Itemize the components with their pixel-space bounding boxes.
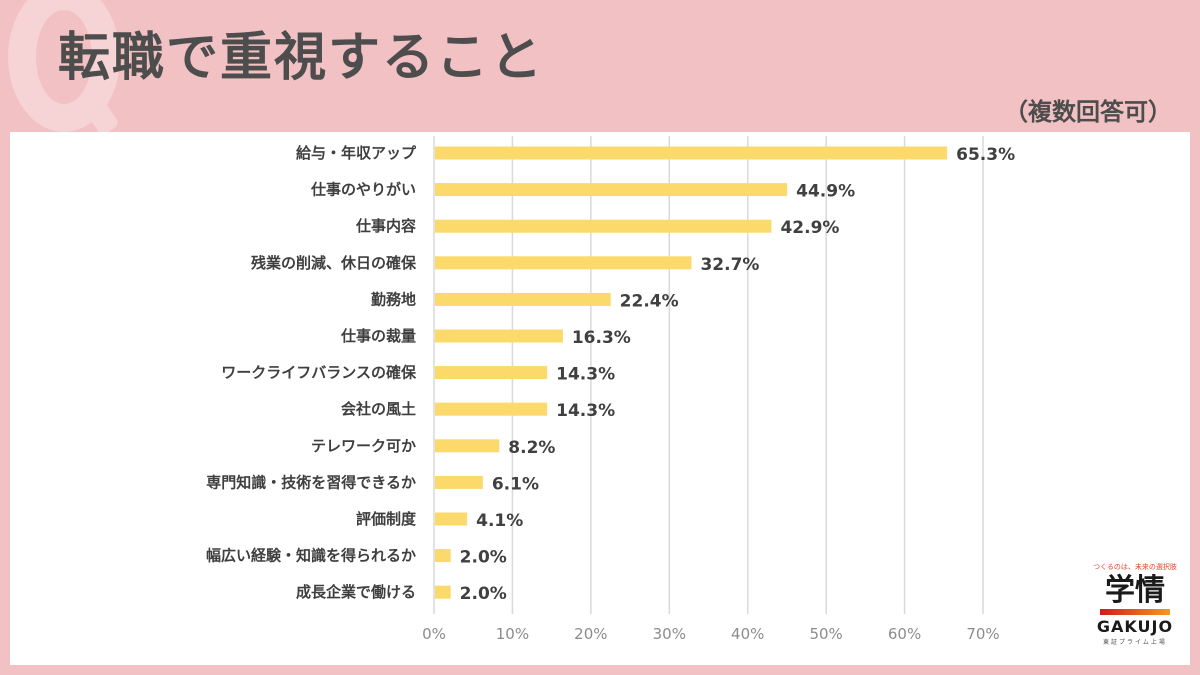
logo-name-en: GAKUJO [1096, 617, 1174, 636]
data-label: 65.3% [956, 145, 1015, 165]
x-tick-label: 0% [422, 625, 446, 643]
x-tick-label: 70% [966, 625, 999, 643]
bar [435, 366, 548, 380]
category-labels: 給与・年収アップ仕事のやりがい仕事内容残業の削減、休日の確保勤務地仕事の裁量ワー… [206, 144, 417, 601]
data-label: 14.3% [556, 401, 615, 421]
data-label: 2.0% [460, 548, 507, 568]
data-label: 14.3% [556, 365, 615, 385]
gakujo-logo: つくるのは、未来の選択肢 学情 GAKUJO 東証プライム上場 [1080, 560, 1190, 660]
category-label: 残業の削減、休日の確保 [251, 254, 417, 272]
category-label: 評価制度 [356, 510, 417, 528]
data-label: 42.9% [780, 218, 839, 238]
category-label: ワークライフバランスの確保 [221, 364, 417, 382]
x-tick-label: 50% [809, 625, 842, 643]
data-label: 32.7% [700, 255, 759, 275]
bar [435, 585, 451, 599]
bar [435, 292, 611, 306]
data-label: 2.0% [460, 584, 507, 604]
x-tick-label: 10% [496, 625, 529, 643]
x-tick-label: 20% [574, 625, 607, 643]
bar [435, 512, 468, 526]
x-tick-labels: 0% 10% 20% 30% 40% 50% 60% 70% [422, 625, 1000, 643]
value-labels: 65.3% 44.9% 42.9% 32.7% 22.4% 16.3% 14.3% 14.3%… [460, 145, 1015, 604]
category-label: 仕事の裁量 [340, 327, 416, 345]
category-label: 給与・年収アップ [296, 144, 417, 162]
subtitle-multiple-answers: （複数回答可） [1004, 98, 1172, 126]
chart-panel: 給与・年収アップ仕事のやりがい仕事内容残業の削減、休日の確保勤務地仕事の裁量ワー… [10, 132, 1190, 665]
x-tick-label: 60% [888, 625, 921, 643]
logo-subtext: 東証プライム上場 [1103, 639, 1167, 646]
logo-kanji: 学情 [1105, 573, 1165, 608]
category-label: 仕事内容 [355, 217, 416, 235]
bar [435, 329, 563, 343]
bar [435, 183, 788, 197]
category-label: 成長企業で働ける [296, 583, 416, 601]
bar [435, 475, 483, 489]
data-label: 44.9% [796, 182, 855, 202]
bar [435, 146, 948, 160]
logo-tagline: つくるのは、未来の選択肢 [1093, 563, 1177, 571]
category-label: 会社の風土 [341, 400, 416, 418]
category-label: 幅広い経験・知識を得られるか [206, 547, 416, 565]
category-label: テレワーク可か [311, 437, 416, 455]
data-label: 8.2% [508, 438, 555, 458]
x-tick-label: 40% [731, 625, 764, 643]
category-label: 仕事のやりがい [310, 181, 416, 199]
gridlines [433, 136, 984, 614]
logo-gradient-bar [1100, 609, 1170, 615]
data-label: 6.1% [492, 474, 539, 494]
data-label: 4.1% [476, 511, 523, 531]
bar [435, 549, 451, 563]
bar [435, 439, 500, 453]
bars [435, 146, 948, 599]
bar [435, 219, 772, 233]
bar-chart: 給与・年収アップ仕事のやりがい仕事内容残業の削減、休日の確保勤務地仕事の裁量ワー… [206, 136, 1015, 643]
data-label: 16.3% [572, 328, 631, 348]
x-tick-label: 30% [653, 625, 686, 643]
bar [435, 256, 692, 270]
category-label: 勤務地 [371, 290, 416, 308]
page-title: 転職で重視すること [58, 28, 545, 88]
data-label: 22.4% [620, 291, 679, 311]
category-label: 専門知識・技術を習得できるか [206, 473, 416, 491]
bar [435, 402, 548, 416]
